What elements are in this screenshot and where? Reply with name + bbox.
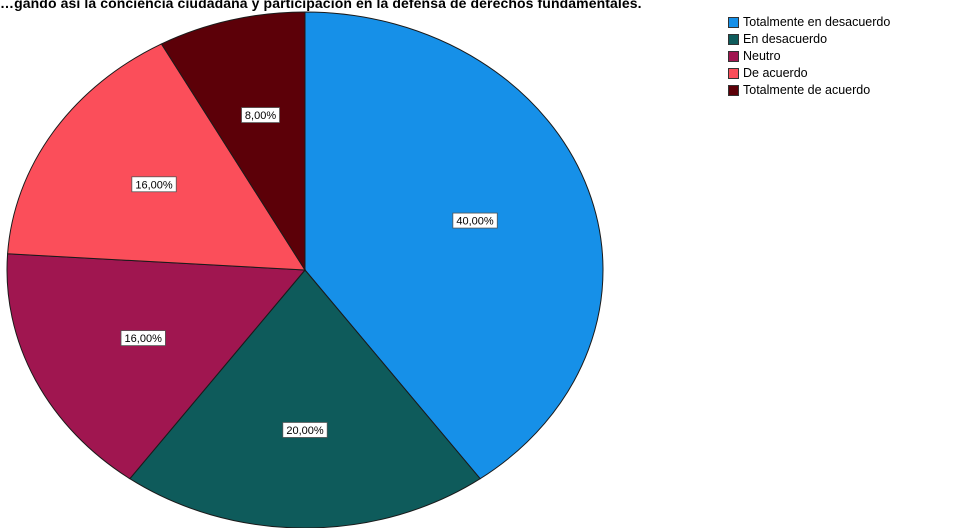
legend-swatch-3 bbox=[728, 51, 739, 62]
legend-label-2: En desacuerdo bbox=[743, 32, 828, 46]
chart-title: …gando así la conciencia ciudadana y par… bbox=[0, 0, 642, 11]
legend-label-5: Totalmente de acuerdo bbox=[743, 83, 871, 97]
slice-label-1: 40,00% bbox=[452, 212, 498, 229]
slice-label-text-5: 8,00% bbox=[245, 110, 276, 122]
legend-item-1: Totalmente en desacuerdo bbox=[728, 14, 890, 31]
pie-slices bbox=[6, 11, 604, 528]
slice-label-text-3: 16,00% bbox=[125, 333, 163, 345]
pie-labels: 40,00% 20,00% 16,00% 16,00% 8,00% bbox=[120, 107, 498, 438]
legend-item-5: Totalmente de acuerdo bbox=[728, 82, 890, 99]
legend-item-2: En desacuerdo bbox=[728, 31, 890, 48]
legend-label-1: Totalmente en desacuerdo bbox=[743, 15, 891, 29]
slice-label-3: 16,00% bbox=[120, 330, 166, 347]
slice-label-text-1: 40,00% bbox=[456, 216, 494, 228]
legend-swatch-5 bbox=[728, 85, 739, 96]
legend-swatch-1 bbox=[728, 17, 739, 28]
slice-label-2: 20,00% bbox=[282, 422, 328, 438]
legend-label-4: De acuerdo bbox=[743, 66, 808, 80]
legend-swatch-4 bbox=[728, 68, 739, 79]
pie-slice-4 bbox=[7, 43, 306, 271]
chart-legend: Totalmente en desacuerdo En desacuerdo Neu… bbox=[728, 14, 890, 99]
slice-label-4: 16,00% bbox=[131, 176, 177, 193]
legend-item-3: Neutro bbox=[728, 48, 890, 65]
slice-label-5: 8,00% bbox=[241, 107, 280, 123]
pie-slice-5 bbox=[160, 11, 306, 272]
pie-slice-3 bbox=[6, 253, 307, 480]
slice-label-text-2: 20,00% bbox=[286, 425, 324, 437]
legend-label-3: Neutro bbox=[743, 49, 781, 63]
legend-item-4: De acuerdo bbox=[728, 65, 890, 82]
slice-label-text-4: 16,00% bbox=[135, 179, 173, 191]
pie-slice-1 bbox=[304, 11, 604, 480]
legend-swatch-2 bbox=[728, 34, 739, 45]
